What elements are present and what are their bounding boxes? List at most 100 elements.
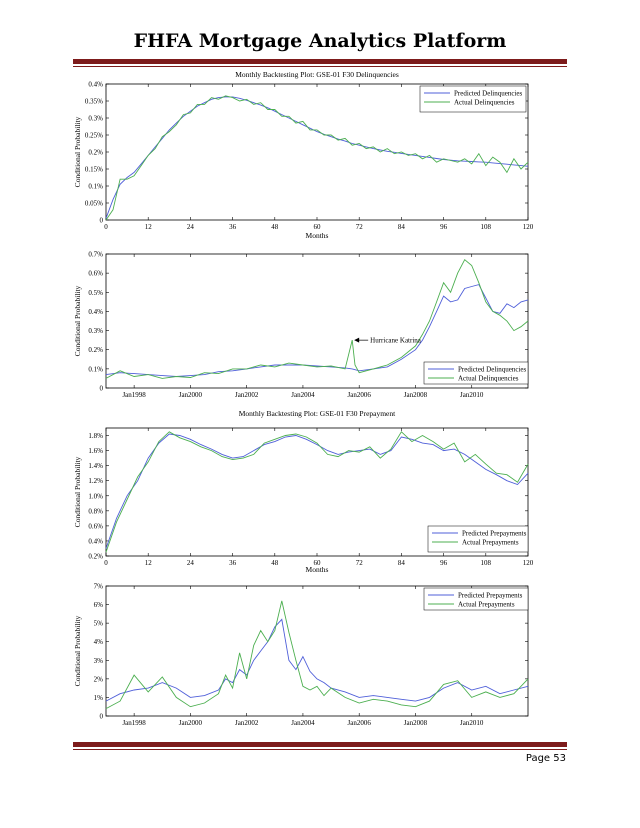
legend-entry: Predicted Delinquencies	[454, 90, 523, 98]
y-axis-label: Conditional Probability	[73, 456, 82, 527]
x-tick-label: 60	[314, 223, 322, 231]
x-tick-label: Jan2000	[179, 719, 203, 727]
header-rule	[73, 59, 567, 64]
y-tick-label: 1.2%	[88, 477, 103, 485]
x-tick-label: 36	[229, 559, 237, 567]
x-tick-label: 84	[398, 223, 406, 231]
page-number: Page 53	[525, 753, 566, 764]
y-tick-label: 0.4%	[88, 81, 103, 89]
x-tick-label: Jan2008	[404, 391, 428, 399]
x-tick-label: 12	[145, 223, 153, 231]
y-tick-label: 0.35%	[85, 98, 103, 106]
x-tick-label: 108	[481, 223, 492, 231]
annotation-label: Hurricane Katrina	[370, 337, 422, 345]
x-tick-label: 60	[314, 559, 322, 567]
x-tick-label: Jan2006	[348, 719, 372, 727]
legend-box	[419, 85, 527, 113]
y-tick-label: 0.3%	[88, 327, 103, 335]
series-line-predicted	[105, 433, 529, 549]
y-tick-label: 0.7%	[88, 251, 103, 259]
prepayment-chart-months: Monthly Backtesting Plot: GSE-01 F30 Pre…	[73, 409, 534, 574]
y-tick-label: 0.2%	[88, 149, 103, 157]
y-tick-label: 0.2%	[88, 553, 103, 561]
y-tick-label: 0.15%	[85, 166, 103, 174]
annotation-arrowhead	[354, 337, 360, 343]
legend-entry: Actual Delinquencies	[454, 99, 515, 107]
y-tick-label: 6%	[94, 601, 104, 609]
y-tick-label: 0.05%	[85, 200, 103, 208]
x-tick-label: 120	[523, 223, 534, 231]
x-tick-label: Jan2008	[404, 719, 428, 727]
y-axis-label: Conditional Probability	[73, 615, 82, 686]
x-tick-label: 108	[481, 559, 492, 567]
x-tick-label: 72	[356, 223, 364, 231]
y-tick-label: 4%	[94, 638, 104, 646]
y-tick-label: 7%	[94, 583, 104, 591]
x-tick-label: Jan2010	[460, 391, 484, 399]
x-tick-label: 48	[271, 559, 279, 567]
x-tick-label: 84	[398, 559, 406, 567]
x-tick-label: Jan2004	[291, 719, 315, 727]
y-tick-label: 5%	[94, 620, 104, 628]
legend-entry: Predicted Prepayments	[462, 530, 527, 538]
y-tick-label: 0	[100, 713, 104, 721]
x-tick-label: 12	[145, 559, 153, 567]
y-axis-label: Conditional Probability	[73, 285, 82, 356]
legend-box	[423, 361, 529, 385]
series-line-predicted	[105, 96, 529, 219]
x-axis-label: Months	[306, 565, 329, 574]
x-tick-label: 36	[229, 223, 237, 231]
plot-frame	[105, 585, 529, 717]
page-title: FHFA Mortgage Analytics Platform	[133, 30, 507, 52]
legend-box	[427, 525, 529, 553]
x-tick-label: 24	[187, 223, 195, 231]
y-tick-label: 0.2%	[88, 346, 103, 354]
series-line-actual	[105, 600, 529, 709]
legend-entry: Predicted Delinquencies	[458, 366, 527, 374]
x-tick-label: 96	[440, 223, 448, 231]
y-tick-label: 0.25%	[85, 132, 103, 140]
x-tick-label: Jan2004	[291, 391, 315, 399]
x-tick-label: 0	[104, 559, 108, 567]
x-tick-label: 96	[440, 559, 448, 567]
header-rule-thin	[73, 66, 567, 67]
chart-title: Monthly Backtesting Plot: GSE-01 F30 Pre…	[239, 409, 396, 418]
x-tick-label: 24	[187, 559, 195, 567]
y-tick-label: 0.8%	[88, 507, 103, 515]
x-tick-label: Jan2010	[460, 719, 484, 727]
y-tick-label: 1%	[94, 694, 104, 702]
y-tick-label: 0.4%	[88, 308, 103, 316]
x-tick-label: 72	[356, 559, 364, 567]
x-tick-label: Jan1998	[122, 719, 146, 727]
y-tick-label: 1.6%	[88, 447, 103, 455]
legend-entry: Predicted Prepayments	[458, 592, 523, 600]
y-tick-label: 0.6%	[88, 522, 103, 530]
y-tick-label: 1.0%	[88, 492, 103, 500]
y-tick-label: 1.8%	[88, 432, 103, 440]
y-tick-label: 0.5%	[88, 289, 103, 297]
x-tick-label: 120	[523, 559, 534, 567]
x-tick-label: Jan1998	[122, 391, 146, 399]
legend-box	[423, 587, 529, 611]
footer-rule	[73, 742, 567, 747]
delinquency-chart-months: Monthly Backtesting Plot: GSE-01 F30 Del…	[73, 70, 534, 240]
x-axis-label: Months	[306, 231, 329, 240]
prepayment-chart-dates: 0 1% 2% 3% 4% 5% 6% 7% Jan1998 Jan2000 Jan2002 Jan2…	[73, 583, 529, 727]
y-tick-label: 3%	[94, 657, 104, 665]
series-line-predicted	[105, 618, 529, 702]
y-tick-label: 1.4%	[88, 462, 103, 470]
x-tick-label: 48	[271, 223, 279, 231]
y-tick-label: 0	[100, 217, 104, 225]
y-tick-label: 0	[100, 385, 104, 393]
x-tick-label: Jan2002	[235, 391, 259, 399]
y-tick-label: 0.4%	[88, 537, 103, 545]
delinquency-chart-dates: 0 0.1% 0.2% 0.3% 0.4% 0.5% 0.6% 0.7% Jan1998 Jan2…	[73, 251, 529, 399]
x-tick-label: 0	[104, 223, 108, 231]
x-tick-label: Jan2002	[235, 719, 259, 727]
series-line-actual	[105, 95, 529, 221]
y-tick-label: 0.6%	[88, 270, 103, 278]
x-tick-label: Jan2006	[348, 391, 372, 399]
y-tick-label: 2%	[94, 675, 104, 683]
footer-rule-thin	[73, 749, 567, 750]
x-tick-label: Jan2000	[179, 391, 203, 399]
